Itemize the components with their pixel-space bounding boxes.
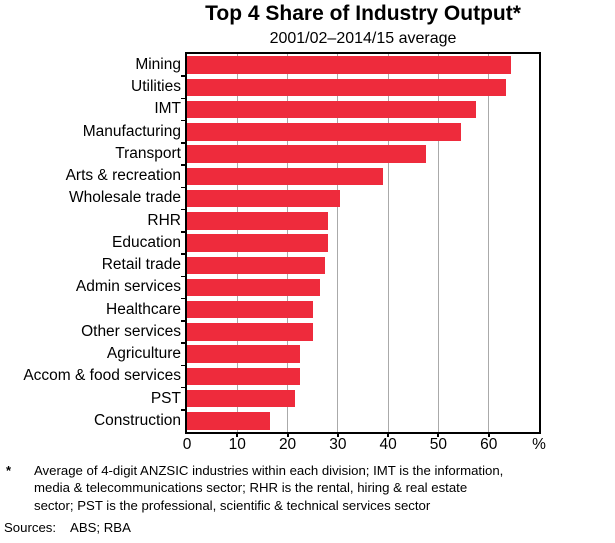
- y-axis-tick: [181, 386, 185, 389]
- x-axis-tick: [487, 434, 490, 437]
- y-axis-tick: [181, 75, 185, 77]
- bar-accom-food-services: [187, 367, 301, 386]
- bar-healthcare: [187, 300, 313, 319]
- plot-area: [185, 52, 541, 434]
- category-label-manufacturing: Manufacturing: [82, 122, 181, 140]
- y-axis-tick: [181, 119, 185, 122]
- x-axis-unit-label: %: [532, 436, 546, 453]
- x-axis-tick: [236, 434, 239, 437]
- bar-other-services: [187, 323, 313, 341]
- bar-imt: [187, 100, 477, 119]
- bar-manufacturing: [187, 123, 462, 141]
- y-axis-tick: [181, 275, 185, 278]
- category-label-rhr: RHR: [147, 211, 181, 229]
- category-label-pst: PST: [150, 389, 181, 407]
- footnote-line: Average of 4-digit ANZSIC industries wit…: [34, 463, 504, 478]
- x-axis-tick: [286, 434, 289, 437]
- category-label-transport: Transport: [115, 144, 181, 162]
- bar-rhr: [187, 212, 328, 230]
- bar-pst: [187, 389, 296, 408]
- x-axis-tick: [387, 434, 390, 437]
- gridline-60: [488, 54, 490, 432]
- category-label-retail-trade: Retail trade: [101, 256, 181, 274]
- x-tick-label-50: 50: [429, 436, 448, 453]
- gridline-30: [337, 54, 339, 432]
- bar-agriculture: [187, 345, 301, 363]
- y-axis-tick: [181, 164, 185, 166]
- category-label-construction: Construction: [93, 411, 181, 429]
- category-label-imt: IMT: [154, 100, 181, 118]
- category-label-arts-recreation: Arts & recreation: [65, 167, 181, 185]
- category-label-mining: Mining: [135, 56, 181, 73]
- chart-subtitle: 2001/02–2014/15 average: [269, 30, 457, 47]
- footnote-line: media & telecommunications sector; RHR i…: [34, 480, 468, 496]
- bar-arts-recreation: [187, 167, 384, 186]
- y-axis-tick: [181, 253, 185, 255]
- footnote-line: sector; PST is the professional, scienti…: [34, 497, 431, 513]
- sources-value: ABS; RBA: [70, 520, 131, 535]
- category-label-education: Education: [112, 233, 181, 251]
- x-tick-label-30: 30: [329, 436, 347, 453]
- x-tick-label-20: 20: [278, 436, 297, 453]
- sources-label: Sources:: [4, 520, 57, 535]
- bar-wholesale-trade: [187, 189, 341, 208]
- category-label-accom-food-services: Accom & food services: [23, 367, 181, 385]
- category-label-utilities: Utilities: [131, 78, 181, 96]
- bar-mining: [187, 56, 512, 74]
- y-axis-tick: [181, 409, 185, 411]
- bar-admin-services: [187, 278, 321, 297]
- bar-construction: [187, 412, 270, 430]
- category-label-healthcare: Healthcare: [106, 300, 181, 318]
- y-axis-tick: [181, 320, 185, 322]
- x-tick-label-10: 10: [228, 436, 246, 453]
- y-axis-tick: [181, 231, 185, 233]
- bar-retail-trade: [187, 256, 326, 275]
- y-axis-tick: [181, 97, 185, 100]
- bar-utilities: [187, 78, 507, 97]
- x-tick-label-0: 0: [182, 436, 192, 453]
- category-label-wholesale-trade: Wholesale trade: [68, 189, 181, 207]
- sources-line: Sources: ABS; RBA: [4, 520, 131, 535]
- footnote-text: Average of 4-digit ANZSIC industries wit…: [34, 462, 604, 514]
- y-axis-tick: [181, 297, 185, 300]
- y-axis-tick: [181, 342, 185, 344]
- category-label-admin-services: Admin services: [75, 278, 181, 296]
- gridline-40: [387, 54, 389, 432]
- y-axis-tick: [181, 208, 185, 211]
- x-tick-label-60: 60: [480, 436, 498, 453]
- x-axis-tick: [437, 434, 440, 437]
- y-axis-tick: [181, 142, 185, 144]
- category-label-other-services: Other services: [81, 322, 181, 340]
- footnote-marker: *: [6, 463, 12, 478]
- chart-title: Top 4 Share of Industry Output*: [205, 2, 521, 25]
- y-axis-tick: [181, 364, 185, 367]
- category-label-agriculture: Agriculture: [106, 345, 181, 363]
- bar-education: [187, 234, 328, 252]
- x-tick-label-40: 40: [379, 436, 397, 453]
- bar-transport: [187, 145, 426, 163]
- y-axis-tick: [181, 186, 185, 189]
- x-axis-tick: [336, 434, 339, 437]
- gridline-50: [437, 54, 439, 432]
